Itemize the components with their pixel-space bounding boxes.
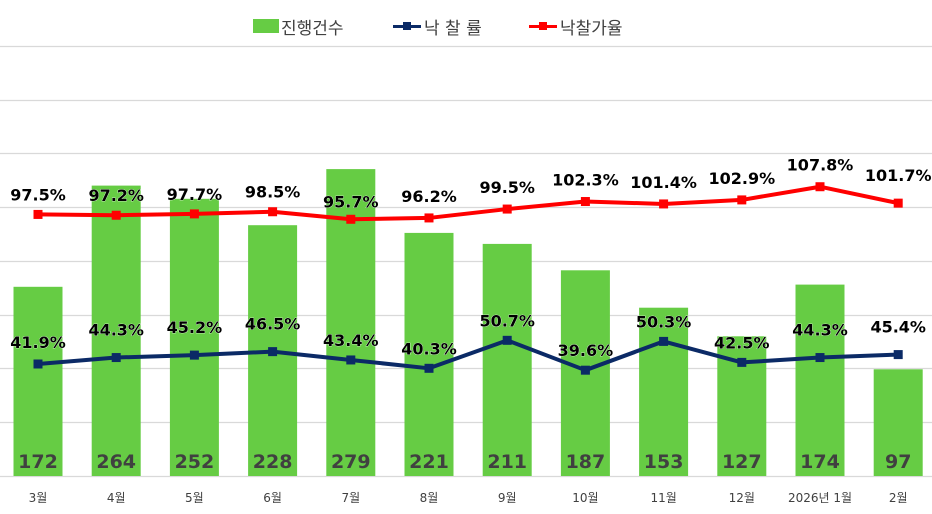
x-axis-tick-label: 3월 [29, 491, 48, 505]
rate-marker [33, 359, 43, 369]
bar-value-label: 187 [566, 451, 606, 473]
price-rate-value-label: 101.7% [865, 166, 932, 185]
rate-value-label: 45.4% [870, 318, 926, 337]
legend-item-cases: 진행건수 [253, 14, 344, 39]
price-rate-marker [189, 209, 199, 219]
price-rate-value-label: 97.5% [10, 185, 66, 204]
rate-value-label: 41.9% [10, 333, 66, 352]
x-axis-tick-label: 4월 [107, 491, 126, 505]
price-rate-value-label: 107.8% [787, 156, 854, 175]
x-axis-tick-label: 6월 [263, 491, 282, 505]
x-axis-tick-label: 9월 [498, 491, 517, 505]
price-rate-value-label: 99.5% [479, 178, 535, 197]
price-rate-marker [815, 182, 825, 192]
price-rate-value-label: 98.5% [245, 183, 301, 202]
price-rate-marker [346, 214, 356, 224]
rate-marker [346, 355, 356, 365]
bar-cases [639, 307, 689, 476]
rate-value-label: 42.5% [714, 333, 770, 352]
rate-value-label: 50.3% [636, 312, 692, 331]
rate-value-label: 45.2% [167, 318, 223, 337]
bar-cases [795, 284, 845, 476]
bar-value-label: 172 [18, 451, 58, 473]
price-rate-marker [737, 195, 747, 205]
rate-marker [424, 363, 434, 373]
rate-line [37, 338, 899, 373]
price-rate-marker [893, 198, 903, 208]
rate-value-label: 44.3% [88, 321, 144, 340]
x-axis-tick-label: 10월 [572, 491, 598, 505]
legend-label-rate: 낙 찰 률 [424, 18, 482, 39]
bar-cases [873, 369, 923, 476]
rate-marker [659, 336, 669, 346]
bar-series-cases [13, 169, 923, 477]
rate-value-label: 39.6% [558, 341, 614, 360]
rate-marker [580, 365, 590, 375]
rate-marker [893, 350, 903, 360]
x-axis-tick-label: 2월 [889, 491, 908, 505]
price-rate-value-label: 97.2% [88, 186, 144, 205]
x-axis-tick-label: 7월 [341, 491, 360, 505]
x-axis-labels: 3월 4월 5월 6월 7월 8월 9월 10월 11월 12월 2026년 1월 2월 [29, 491, 908, 505]
price-rate-value-label: 97.7% [167, 185, 223, 204]
rate-marker [268, 347, 278, 357]
rate-marker [815, 353, 825, 363]
price-rate-line [37, 184, 899, 222]
bar-cases [404, 232, 454, 476]
price-rate-marker [268, 207, 278, 217]
rate-marker [737, 357, 747, 367]
bar-value-label: 279 [331, 451, 371, 473]
rate-value-label: 43.4% [323, 331, 379, 350]
bar-cases [482, 243, 532, 476]
x-axis-tick-label: 8월 [420, 491, 439, 505]
price-rate-marker [424, 213, 434, 223]
bar-value-label: 264 [96, 451, 136, 473]
rate-value-label: 40.3% [401, 339, 457, 358]
price-rate-marker [659, 199, 669, 209]
bar-value-label: 174 [800, 451, 840, 473]
rate-value-label: 46.5% [245, 315, 301, 334]
line-series [33, 182, 903, 375]
legend-item-rate: 낙 찰 률 [393, 14, 482, 39]
price-rate-marker [33, 209, 43, 219]
gridlines [0, 45, 932, 478]
bar-value-label: 221 [409, 451, 449, 473]
price-rate-marker [111, 210, 121, 220]
data-labels: 172 264 252 228 279 221 211 187 153 127 174 97 41.9%… [10, 155, 932, 473]
x-axis-tick-label: 12월 [729, 491, 755, 505]
x-axis-tick-label: 5월 [185, 491, 204, 505]
bar-value-label: 153 [644, 451, 684, 473]
bar-value-label: 97 [885, 451, 911, 473]
bar-value-label: 127 [722, 451, 762, 473]
legend-item-price-rate: 낙찰가율 [529, 14, 623, 39]
rate-value-label: 50.7% [479, 311, 535, 330]
legend-label-cases: 진행건수 [281, 18, 344, 39]
legend-rate-line-icon [393, 21, 421, 30]
price-rate-value-label: 102.9% [708, 169, 775, 188]
price-rate-value-label: 96.2% [401, 187, 457, 206]
price-rate-marker [580, 197, 590, 207]
rate-marker [502, 335, 512, 345]
bar-cases [13, 286, 63, 476]
rate-marker [111, 353, 121, 363]
x-axis-tick-label: 11월 [650, 491, 676, 505]
price-rate-value-label: 95.7% [323, 192, 379, 211]
bar-value-label: 252 [175, 451, 215, 473]
bar-cases [91, 185, 141, 476]
rate-value-label: 44.3% [792, 321, 848, 340]
price-rate-value-label: 101.4% [630, 173, 697, 192]
rate-marker [189, 350, 199, 360]
bar-value-label: 228 [253, 451, 293, 473]
bar-cases [169, 198, 219, 477]
legend-price-rate-line-icon [529, 21, 557, 30]
legend-bar-swatch-icon [253, 19, 279, 33]
price-rate-value-label: 102.3% [552, 171, 619, 190]
legend-label-price-rate: 낙찰가율 [560, 18, 623, 39]
bar-value-label: 211 [487, 451, 527, 473]
x-axis-tick-label: 2026년 1월 [788, 491, 852, 505]
price-rate-marker [502, 204, 512, 214]
chart-legend: 진행건수 낙 찰 률 낙찰가율 [0, 14, 932, 39]
